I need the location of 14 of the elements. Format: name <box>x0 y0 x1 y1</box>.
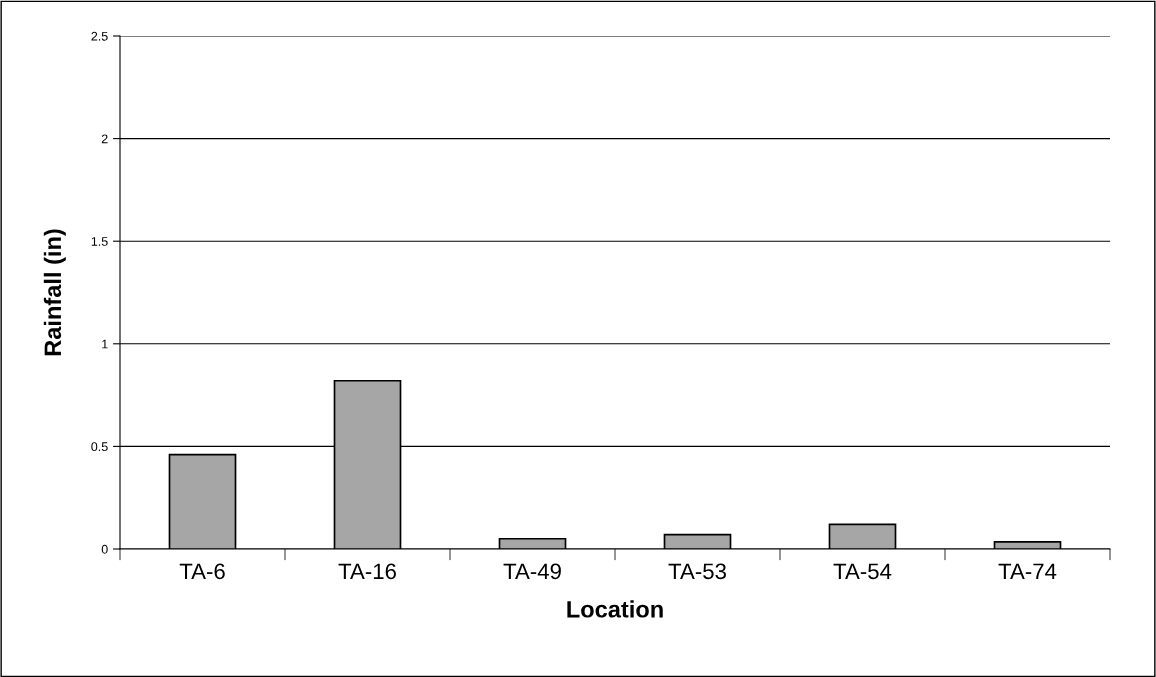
x-tick-label: TA-49 <box>503 563 561 580</box>
x-tick-label: TA-16 <box>338 563 396 580</box>
x-axis-title: Location <box>567 600 663 618</box>
y-tick-label: 0 <box>101 544 108 554</box>
y-tick-label: 0.5 <box>91 442 108 452</box>
x-tick-label: TA-74 <box>998 563 1057 579</box>
y-tick-label: 2.5 <box>91 31 108 41</box>
y-axis-title: Rainfall (in) <box>43 229 66 356</box>
x-tick-label: TA-53 <box>668 563 726 580</box>
y-tick-label: 2 <box>101 134 108 144</box>
x-tick-label: TA-54 <box>833 563 892 580</box>
y-tick-label: 1.5 <box>91 237 108 246</box>
y-tick-label: 1 <box>102 339 108 349</box>
x-tick-label: TA-6 <box>179 563 225 580</box>
